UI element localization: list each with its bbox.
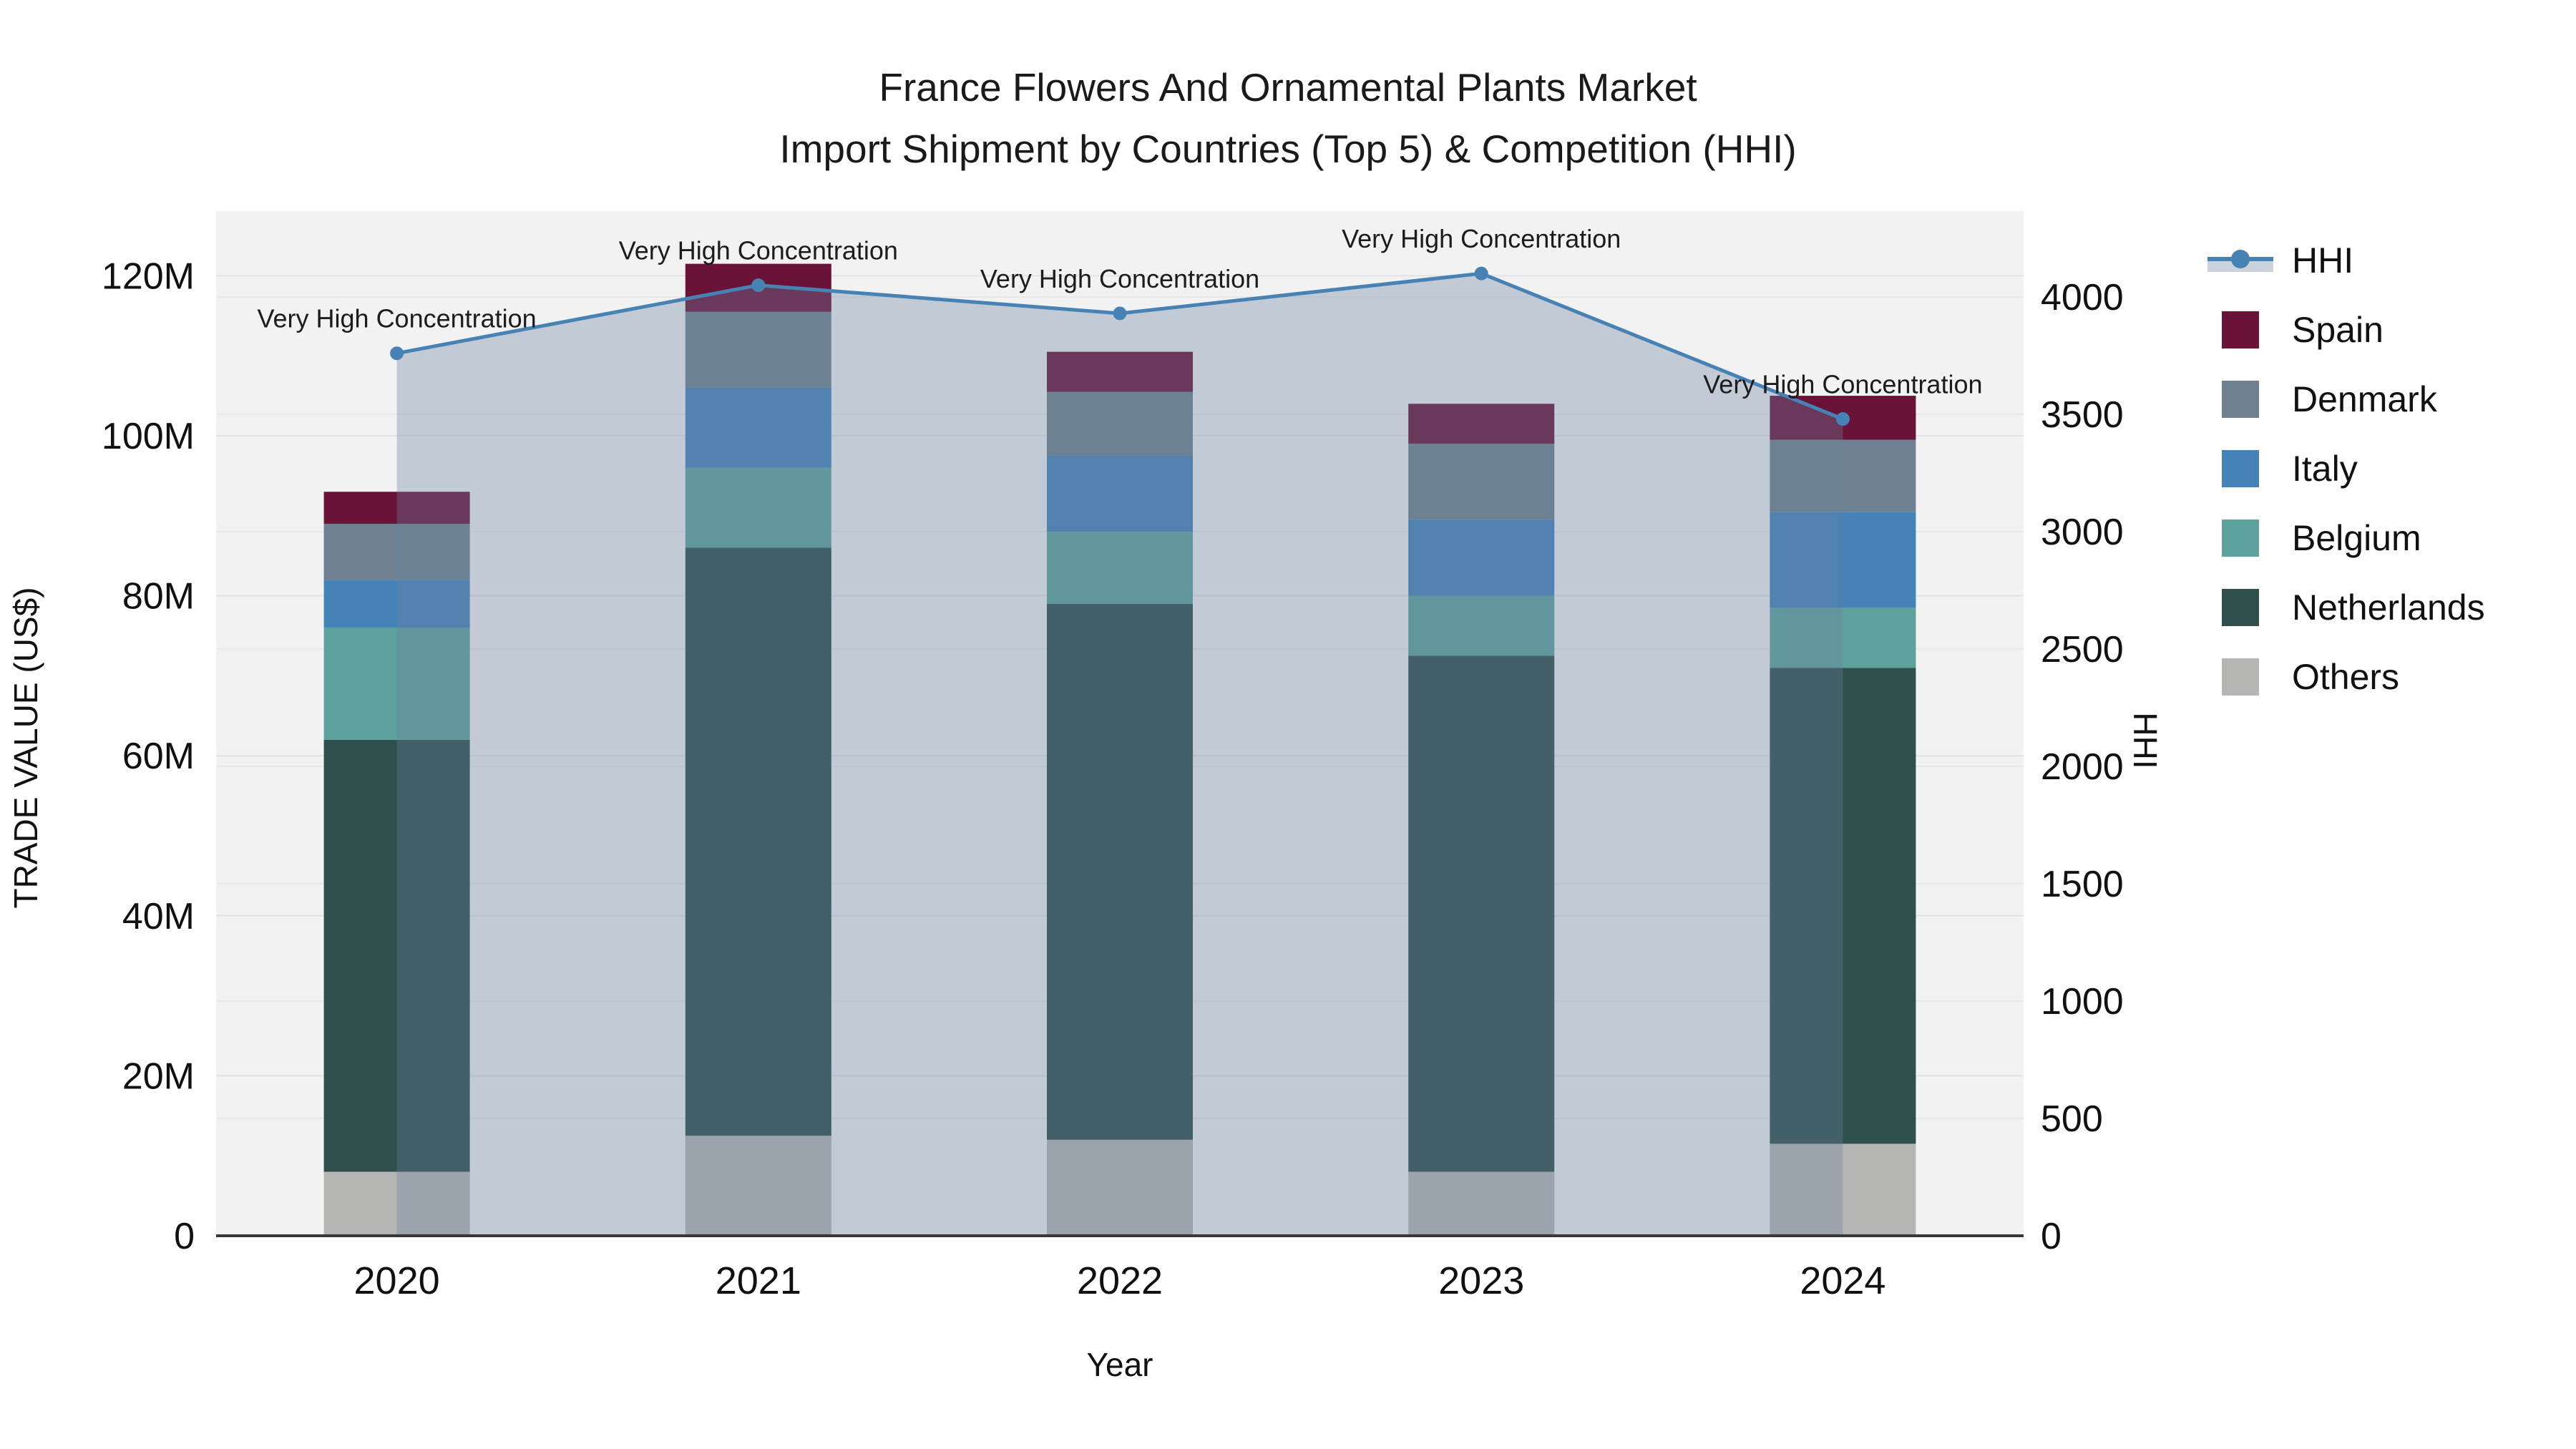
bar-segment-2020-belgium[interactable] — [323, 628, 470, 740]
chart-title-line-1: France Flowers And Ornamental Plants Mar… — [879, 65, 1697, 109]
legend-swatch-column — [2207, 588, 2273, 626]
legend-color-swatch-belgium — [2222, 519, 2259, 557]
legend-label-spain: Spain — [2292, 309, 2384, 350]
annotation-2024: Very High Concentration — [1703, 370, 1982, 399]
bar-segment-2020-spain[interactable] — [323, 492, 470, 524]
bar-segment-2023-belgium[interactable] — [1408, 595, 1555, 656]
bar-segment-2020-denmark[interactable] — [323, 523, 470, 580]
x-tick-2020: 2020 — [354, 1259, 440, 1302]
right-tick-3500: 3500 — [2041, 394, 2124, 436]
legend-item-netherlands[interactable]: Netherlands — [2207, 572, 2485, 642]
bar-segment-2022-spain[interactable] — [1047, 351, 1193, 392]
bar-segment-2020-italy[interactable] — [323, 580, 470, 628]
bar-segment-2021-others[interactable] — [685, 1136, 831, 1236]
bar-segment-2020-others[interactable] — [323, 1171, 470, 1236]
legend-item-others[interactable]: Others — [2207, 642, 2485, 711]
legend-label-denmark: Denmark — [2292, 379, 2437, 419]
x-tick-2022: 2022 — [1077, 1259, 1163, 1302]
legend: HHI Spain Denmark Italy Belgium Netherlands Ot… — [2207, 225, 2485, 711]
legend-label-others: Others — [2292, 656, 2400, 697]
annotation-2022: Very High Concentration — [980, 264, 1259, 293]
legend-color-swatch-spain — [2222, 311, 2259, 348]
annotation-2021: Very High Concentration — [619, 236, 898, 265]
hhi-marker-2024[interactable] — [1835, 412, 1850, 426]
right-tick-500: 500 — [2041, 1098, 2103, 1140]
legend-swatch-column — [2207, 519, 2273, 557]
annotation-2023: Very High Concentration — [1342, 224, 1621, 253]
legend-label-belgium: Belgium — [2292, 517, 2421, 558]
legend-color-swatch-italy — [2222, 449, 2259, 487]
bar-segment-2024-others[interactable] — [1770, 1143, 1916, 1236]
x-tick-2023: 2023 — [1438, 1259, 1524, 1302]
x-tick-2021: 2021 — [716, 1259, 801, 1302]
hhi-area-fill — [396, 273, 1843, 1236]
left-tick-20: 20M — [122, 1055, 195, 1097]
left-tick-80: 80M — [122, 576, 195, 618]
x-tick-2024: 2024 — [1800, 1259, 1885, 1302]
right-tick-2000: 2000 — [2041, 746, 2124, 788]
left-axis-title: TRADE VALUE (US$) — [7, 587, 44, 909]
legend-item-spain[interactable]: Spain — [2207, 295, 2485, 364]
bar-segment-2022-others[interactable] — [1047, 1139, 1193, 1236]
legend-color-swatch-others — [2222, 658, 2259, 696]
legend-label-hhi: HHI — [2292, 240, 2354, 280]
bar-segment-2022-netherlands[interactable] — [1047, 603, 1193, 1140]
legend-color-swatch-netherlands — [2222, 588, 2259, 626]
legend-item-italy[interactable]: Italy — [2207, 434, 2485, 503]
legend-swatch-column — [2207, 380, 2273, 418]
hhi-marker-2020[interactable] — [390, 346, 404, 361]
bar-segment-2023-others[interactable] — [1408, 1171, 1555, 1236]
right-tick-3000: 3000 — [2041, 512, 2124, 553]
bar-segment-2023-italy[interactable] — [1408, 519, 1555, 596]
bar-segment-2024-denmark[interactable] — [1770, 439, 1916, 512]
legend-swatch-column — [2207, 311, 2273, 348]
hhi-marker-2023[interactable] — [1474, 266, 1488, 280]
left-tick-40: 40M — [122, 896, 195, 937]
left-tick-120: 120M — [102, 255, 195, 297]
left-tick-60: 60M — [122, 736, 195, 777]
bar-segment-2022-denmark[interactable] — [1047, 391, 1193, 456]
legend-swatch-column — [2207, 658, 2273, 696]
bar-segment-2020-netherlands[interactable] — [323, 739, 470, 1172]
bar-segment-2024-netherlands[interactable] — [1770, 668, 1916, 1144]
bar-segment-2022-belgium[interactable] — [1047, 532, 1193, 604]
hhi-marker-dot-icon — [2231, 249, 2250, 268]
hhi-line-swatch-icon — [2207, 242, 2273, 279]
bar-segment-2022-italy[interactable] — [1047, 455, 1193, 532]
legend-item-denmark[interactable]: Denmark — [2207, 364, 2485, 434]
right-tick-0: 0 — [2041, 1216, 2062, 1257]
legend-item-hhi[interactable]: HHI — [2207, 225, 2485, 295]
legend-label-netherlands: Netherlands — [2292, 587, 2485, 628]
bar-segment-2023-spain[interactable] — [1408, 404, 1555, 444]
bar-segment-2024-belgium[interactable] — [1770, 608, 1916, 668]
hhi-marker-2022[interactable] — [1113, 306, 1127, 321]
right-axis-title: HHI — [2127, 712, 2164, 769]
bar-segment-2024-italy[interactable] — [1770, 512, 1916, 608]
x-axis-title: Year — [1086, 1346, 1153, 1383]
chart-title-line-2: Import Shipment by Countries (Top 5) & C… — [779, 127, 1797, 171]
right-tick-1000: 1000 — [2041, 981, 2124, 1023]
bar-segment-2021-denmark[interactable] — [685, 311, 831, 388]
hhi-marker-2021[interactable] — [751, 278, 766, 293]
legend-label-italy: Italy — [2292, 448, 2358, 489]
bar-segment-2021-belgium[interactable] — [685, 467, 831, 548]
left-tick-100: 100M — [102, 416, 195, 457]
bar-segment-2023-netherlands[interactable] — [1408, 655, 1555, 1172]
right-tick-2500: 2500 — [2041, 629, 2124, 670]
legend-swatch-column — [2207, 449, 2273, 487]
bar-segment-2021-netherlands[interactable] — [685, 547, 831, 1136]
legend-color-swatch-denmark — [2222, 380, 2259, 418]
bar-segment-2021-italy[interactable] — [685, 387, 831, 468]
annotation-2020: Very High Concentration — [257, 304, 536, 333]
bar-segment-2023-denmark[interactable] — [1408, 444, 1555, 520]
right-tick-1500: 1500 — [2041, 864, 2124, 905]
legend-item-belgium[interactable]: Belgium — [2207, 503, 2485, 572]
left-tick-0: 0 — [174, 1216, 195, 1257]
right-tick-4000: 4000 — [2041, 277, 2124, 318]
